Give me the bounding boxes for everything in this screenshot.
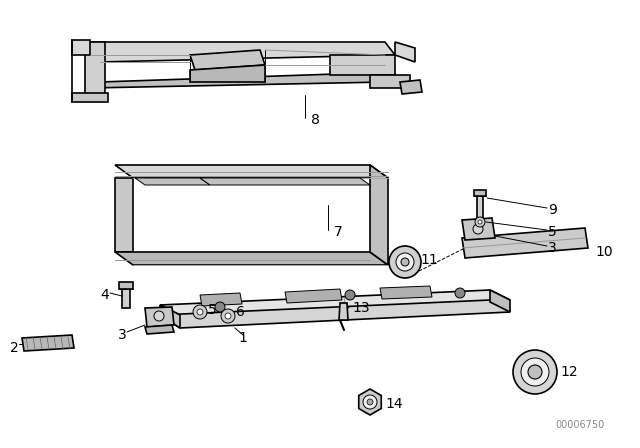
Polygon shape (145, 325, 174, 334)
Circle shape (473, 224, 483, 234)
Polygon shape (462, 228, 588, 258)
Polygon shape (200, 293, 242, 306)
Polygon shape (477, 195, 483, 218)
Text: 8: 8 (311, 113, 320, 127)
Text: 6: 6 (236, 305, 245, 319)
Polygon shape (400, 80, 422, 94)
Text: 3: 3 (118, 328, 127, 342)
Circle shape (478, 220, 482, 224)
Polygon shape (135, 178, 210, 185)
Circle shape (154, 311, 164, 321)
Circle shape (475, 217, 485, 227)
Circle shape (345, 290, 355, 300)
Text: 11: 11 (420, 253, 438, 267)
Circle shape (193, 305, 207, 319)
Polygon shape (160, 290, 510, 315)
Text: 12: 12 (560, 365, 578, 379)
Polygon shape (395, 42, 415, 62)
Circle shape (455, 288, 465, 298)
Text: 00006750: 00006750 (555, 420, 604, 430)
Polygon shape (370, 75, 410, 88)
Polygon shape (339, 303, 348, 320)
Polygon shape (90, 62, 100, 82)
Polygon shape (190, 65, 265, 82)
Polygon shape (462, 218, 495, 240)
Polygon shape (330, 55, 395, 75)
Circle shape (401, 258, 409, 266)
Circle shape (389, 246, 421, 278)
Polygon shape (22, 335, 74, 351)
Polygon shape (115, 252, 388, 265)
Text: 14: 14 (385, 397, 403, 411)
Polygon shape (85, 42, 105, 95)
Polygon shape (190, 50, 265, 70)
Polygon shape (119, 282, 133, 289)
Polygon shape (115, 178, 133, 252)
Polygon shape (474, 190, 486, 196)
Circle shape (215, 302, 225, 312)
Polygon shape (490, 290, 510, 312)
Text: 5: 5 (548, 225, 557, 239)
Polygon shape (160, 305, 180, 328)
Text: 10: 10 (595, 245, 612, 259)
Text: 13: 13 (352, 301, 370, 315)
Polygon shape (160, 300, 510, 328)
Polygon shape (359, 389, 381, 415)
Circle shape (396, 253, 414, 271)
Polygon shape (72, 93, 108, 102)
Polygon shape (90, 42, 395, 62)
Circle shape (197, 309, 203, 315)
Text: 4: 4 (100, 288, 109, 302)
Circle shape (513, 350, 557, 394)
Polygon shape (370, 165, 388, 265)
Polygon shape (72, 40, 90, 55)
Text: 2: 2 (10, 341, 19, 355)
Text: 5: 5 (208, 303, 217, 317)
Polygon shape (90, 72, 395, 88)
Text: 7: 7 (334, 225, 343, 239)
Circle shape (363, 395, 377, 409)
Polygon shape (115, 165, 388, 178)
Circle shape (528, 365, 542, 379)
Polygon shape (200, 178, 370, 185)
Circle shape (221, 309, 235, 323)
Polygon shape (145, 307, 174, 327)
Circle shape (225, 313, 231, 319)
Text: 9: 9 (548, 203, 557, 217)
Polygon shape (285, 289, 342, 303)
Circle shape (521, 358, 549, 386)
Text: 1: 1 (238, 331, 247, 345)
Text: 3: 3 (548, 241, 557, 255)
Polygon shape (380, 286, 432, 299)
Polygon shape (122, 288, 130, 308)
Circle shape (367, 399, 373, 405)
